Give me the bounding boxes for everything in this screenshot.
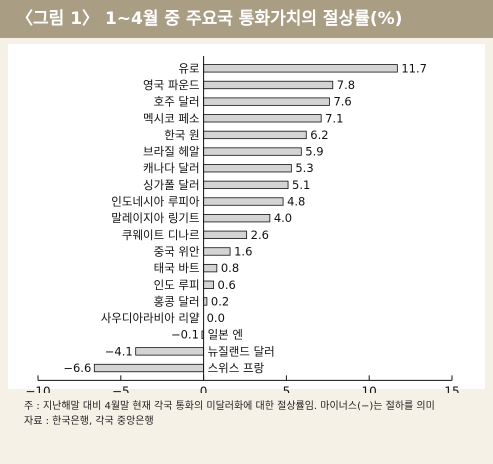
x-tick-label: −5: [112, 384, 130, 393]
category-label: 일본 엔: [208, 328, 243, 342]
value-label: 4.8: [287, 195, 305, 209]
bar: [203, 147, 302, 156]
category-label: 인도네시아 루피아: [111, 195, 200, 209]
category-label: 호주 달러: [154, 95, 200, 109]
bar: [203, 114, 322, 123]
category-label: 싱가폴 달러: [143, 178, 200, 192]
bar: [203, 64, 398, 73]
bar: [203, 247, 231, 256]
note-text: 지난해말 대비 4월말 현재 각국 통화의 미달러화에 대한 절상률임. 마이너…: [42, 401, 435, 412]
bars-group: 유로 11.7 영국 파운드 7.8 호주 달러 7.6 멕시코 페소 7.1 한국 원 6.2 브…: [63, 61, 427, 375]
note-row: 주 : 지난해말 대비 4월말 현재 각국 통화의 미달러화에 대한 절상률임.…: [24, 399, 479, 414]
bar: [203, 130, 307, 140]
category-label: 중국 위안: [154, 244, 200, 258]
category-label: 브라질 헤알: [143, 145, 200, 159]
value-label: 7.1: [325, 111, 343, 125]
value-label: 5.3: [295, 161, 313, 175]
value-label: 5.1: [292, 178, 310, 192]
x-tick-label: 5: [283, 384, 291, 393]
x-tick-label: −10: [25, 384, 50, 393]
notes: 주 : 지난해말 대비 4월말 현재 각국 통화의 미달러화에 대한 절상률임.…: [24, 399, 479, 429]
bar: [135, 347, 204, 356]
value-label: −0.1: [171, 328, 199, 342]
value-label: 5.9: [305, 145, 323, 159]
value-label: 11.7: [401, 61, 427, 75]
category-label: 쿠웨이트 디나르: [122, 228, 200, 242]
value-label: 1.6: [234, 244, 252, 258]
bar-chart: 유로 11.7 영국 파운드 7.8 호주 달러 7.6 멕시코 페소 7.1 한국 원 6.2 브…: [8, 44, 485, 393]
value-label: 7.8: [337, 78, 355, 92]
source-text: 한국은행, 각국 중앙은행: [52, 416, 154, 427]
category-label: 멕시코 페소: [143, 111, 200, 125]
value-label: 7.6: [333, 95, 351, 109]
note-label: 주 :: [24, 401, 43, 412]
value-label: 0.0: [207, 311, 225, 325]
chart-title: 〈그림 1〉 1~4월 중 주요국 통화가치의 절상률(%): [0, 0, 493, 38]
value-label: 2.6: [251, 228, 269, 242]
value-label: −4.1: [105, 344, 133, 358]
source-label: 자료 :: [24, 416, 53, 427]
bar: [203, 263, 218, 273]
value-label: −6.6: [63, 361, 91, 375]
bar: [203, 164, 292, 173]
category-label: 뉴질랜드 달러: [208, 344, 275, 358]
bar: [203, 80, 334, 90]
bar: [203, 180, 289, 190]
value-label: 0.8: [221, 261, 239, 275]
bar: [93, 363, 204, 373]
category-label: 스위스 프랑: [208, 361, 265, 375]
value-label: 0.2: [211, 294, 229, 308]
value-label: 6.2: [310, 128, 328, 142]
category-label: 인도 루피: [154, 278, 200, 292]
category-label: 사우디아라비아 리얄: [101, 311, 200, 325]
x-tick-label: 15: [444, 384, 459, 393]
value-label: 4.0: [274, 211, 292, 225]
x-tick-label: 10: [362, 384, 377, 393]
bar: [203, 197, 284, 206]
category-label: 영국 파운드: [143, 78, 200, 92]
category-label: 유로: [178, 61, 199, 75]
x-tick-label: 0: [200, 384, 208, 393]
source-row: 자료 : 한국은행, 각국 중앙은행: [24, 414, 479, 429]
bar: [203, 214, 271, 223]
value-label: 0.6: [218, 278, 236, 292]
category-label: 캐나다 달러: [143, 161, 200, 175]
category-label: 홍콩 달러: [154, 294, 200, 308]
bar: [203, 230, 248, 239]
x-axis: −10 −5 0 5 10 15: [25, 56, 460, 393]
bar: [203, 280, 214, 289]
bar: [203, 97, 330, 106]
category-label: 태국 바트: [154, 261, 200, 275]
category-label: 말레이지아 링기트: [111, 211, 199, 225]
category-label: 한국 원: [164, 128, 199, 142]
